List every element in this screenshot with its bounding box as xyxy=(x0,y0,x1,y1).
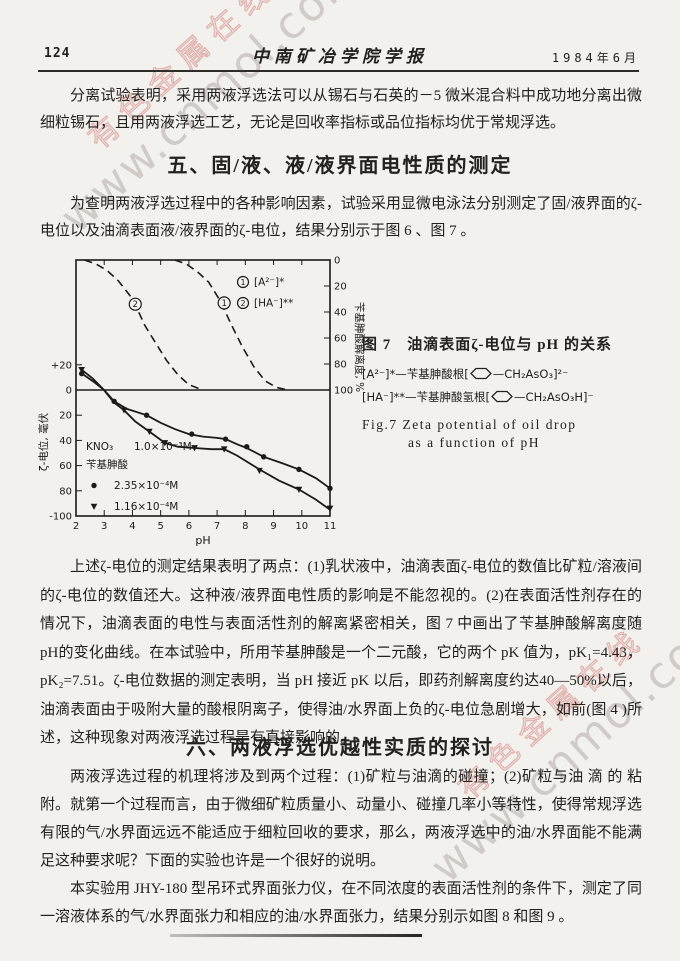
section6-heading: 六、两液浮选优越性实质的探讨 xyxy=(186,737,494,759)
figure7-caption-en1: Fig.7 Zeta potential of oil drop xyxy=(362,417,577,432)
svg-text:ζ-电位, 毫伏: ζ-电位, 毫伏 xyxy=(37,412,50,471)
figure7-formula-b: [HA⁻]**—苄基胂酸氢根[ —CH₂AsO₃H]⁻ xyxy=(362,386,654,409)
formula-b-post: —CH₂AsO₃H]⁻ xyxy=(514,390,594,404)
svg-text:11: 11 xyxy=(324,521,337,532)
section5-heading: 五、固/液、液/液界面电性质的测定 xyxy=(167,155,513,177)
svg-text:10: 10 xyxy=(295,521,308,532)
figure7-caption: 图 7 油滴表面ζ-电位与 pH 的关系 [A²⁻]*—苄基胂酸根[ —CH₂As… xyxy=(362,333,654,451)
svg-text:2: 2 xyxy=(73,521,79,532)
svg-text:6: 6 xyxy=(186,521,192,532)
svg-text:苄基胂酸解离度, %: 苄基胂酸解离度, % xyxy=(353,302,366,392)
discussion-paragraph: 上述ζ-电位的测定结果表明了两点：(1)乳状液中，油滴表面ζ-电位的数值比矿粒/… xyxy=(40,559,642,746)
svg-text:5: 5 xyxy=(157,521,163,532)
svg-text:-100: -100 xyxy=(49,512,72,523)
svg-text:4: 4 xyxy=(129,521,135,532)
svg-text:pH: pH xyxy=(195,534,210,547)
svg-text:20: 20 xyxy=(334,282,347,293)
svg-text:1: 1 xyxy=(221,299,226,309)
benzene-ring-icon xyxy=(469,367,492,380)
svg-text:2: 2 xyxy=(133,300,138,310)
svg-text:7: 7 xyxy=(214,521,220,532)
header-rule xyxy=(38,70,639,72)
issue-date: 1984年6月 xyxy=(551,51,640,65)
figure7-caption-en2: as a function of pH xyxy=(408,435,540,450)
svg-text:80: 80 xyxy=(334,360,347,371)
svg-text:60: 60 xyxy=(334,334,347,345)
svg-text:1.16×10⁻⁴M: 1.16×10⁻⁴M xyxy=(114,501,178,513)
journal-title: 中南矿冶学院学报 xyxy=(252,47,428,66)
svg-text:0: 0 xyxy=(66,386,72,397)
svg-text:9: 9 xyxy=(270,521,276,532)
svg-text:8: 8 xyxy=(242,521,248,532)
figure7-formula-a: [A²⁻]*—苄基胂酸根[ —CH₂AsO₃]²⁻ xyxy=(362,363,654,386)
svg-text:苄基胂酸: 苄基胂酸 xyxy=(86,458,128,471)
svg-text:100: 100 xyxy=(334,386,353,397)
page-number: 124 xyxy=(44,46,71,61)
svg-text:80: 80 xyxy=(59,486,72,497)
formula-b-pre: [HA⁻]**—苄基胂酸氢根[ xyxy=(362,390,491,404)
svg-text:3: 3 xyxy=(101,521,107,532)
svg-text:2.35×10⁻⁴M: 2.35×10⁻⁴M xyxy=(114,480,178,492)
svg-text:[A²⁻]*: [A²⁻]* xyxy=(254,277,284,289)
svg-text:20: 20 xyxy=(59,411,72,422)
svg-text:[HA⁻]**: [HA⁻]** xyxy=(254,298,293,310)
svg-text:2: 2 xyxy=(240,299,245,308)
svg-text:0: 0 xyxy=(334,256,340,267)
svg-text:60: 60 xyxy=(59,461,72,472)
svg-text:40: 40 xyxy=(59,436,72,447)
svg-text:1.0×10⁻³M: 1.0×10⁻³M xyxy=(134,441,192,453)
svg-text:KNO₃: KNO₃ xyxy=(86,441,113,453)
svg-text:1: 1 xyxy=(240,278,245,287)
section6-paragraph2: 本实验用 JHY-180 型吊环式界面张力仪，在不同浓度的表面活性剂的条件下，测… xyxy=(40,881,642,925)
intro-paragraph: 分离试验表明，采用两液浮选法可以从锡石与石英的－5 微米混合料中成功地分离出微细… xyxy=(40,88,642,131)
svg-text:40: 40 xyxy=(334,308,347,319)
svg-text:+20: +20 xyxy=(51,360,72,371)
formula-a-pre: [A²⁻]*—苄基胂酸根[ xyxy=(362,367,469,381)
section5-intro-paragraph: 为查明两液浮选过程中的各种影响因素，试验采用显微电泳法分别测定了固/液界面的ζ-… xyxy=(40,196,642,239)
benzene-ring-icon xyxy=(491,390,513,403)
bottom-divider xyxy=(170,934,422,937)
figure7-caption-cn: 图 7 油滴表面ζ-电位与 pH 的关系 xyxy=(362,337,612,353)
section6-paragraph1: 两液浮选过程的机理将涉及到两个过程：(1)矿粒与油滴的碰撞；(2)矿粒与油 滴 … xyxy=(40,769,642,869)
formula-a-post: —CH₂AsO₃]²⁻ xyxy=(492,367,569,381)
